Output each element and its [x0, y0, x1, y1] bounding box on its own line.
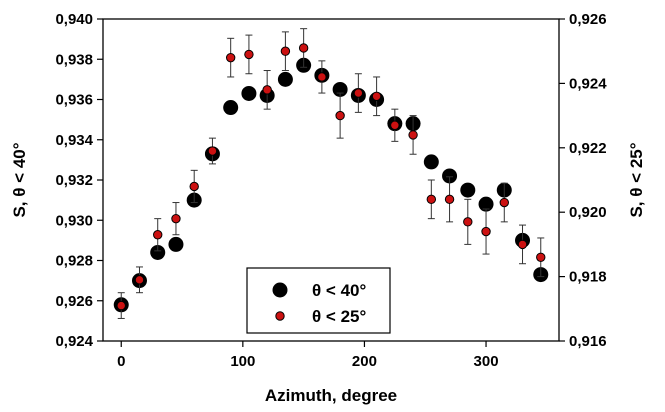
series-2-point-7	[244, 49, 254, 60]
series-2-point-1	[134, 275, 145, 285]
y-left-tick-label-1: 0,926	[55, 293, 93, 310]
series-2-point-17	[426, 194, 437, 205]
x-tick-label-1: 100	[230, 353, 255, 370]
x-tick-label-0: 0	[117, 353, 125, 370]
y-left-tick-label-7: 0,938	[55, 51, 93, 68]
series-2-point-22	[517, 239, 528, 250]
legend-box	[246, 267, 391, 334]
x-tick-label-3: 300	[474, 353, 499, 370]
y-left-tick-label-4: 0,932	[55, 172, 93, 189]
series-1-point-19	[460, 182, 476, 198]
series-2	[116, 28, 546, 319]
series-2-point-8	[262, 85, 272, 95]
series-1-point-7	[241, 85, 257, 101]
y-left-tick-label-3: 0,930	[55, 212, 93, 229]
legend-label-series-2: θ < 25°	[312, 307, 366, 326]
y-left-tick-label-2: 0,928	[55, 253, 93, 270]
series-2-point-6	[225, 52, 236, 63]
series-2-point-14	[371, 91, 382, 101]
x-axis-title: Azimuth, degree	[265, 386, 397, 405]
series-1-point-12	[332, 81, 348, 97]
series-1-point-20	[478, 196, 494, 212]
legend-label-series-1: θ < 40°	[312, 281, 366, 300]
series-2-point-0	[116, 300, 126, 311]
series-2-point-9	[280, 46, 291, 56]
series-layer	[113, 28, 549, 319]
series-2-point-21	[499, 197, 509, 208]
series-2-point-20	[481, 226, 491, 237]
y-right-tick-label-1: 0,918	[569, 269, 607, 286]
series-1-point-2	[150, 244, 166, 260]
series-2-point-5	[207, 146, 218, 156]
legend-marker-series-1	[272, 282, 288, 298]
series-2-point-13	[353, 88, 364, 98]
series-2-point-19	[463, 217, 473, 227]
y-right-tick-label-3: 0,922	[569, 140, 607, 157]
y-left-tick-label-0: 0,924	[55, 333, 93, 350]
y-axis-left-title: S, θ < 40°	[10, 142, 29, 217]
y-right-tick-label-2: 0,920	[569, 204, 607, 221]
series-2-point-3	[171, 213, 181, 224]
series-1-point-18	[442, 168, 458, 184]
ticks-layer: 0 100 200 300 0,924 0,926 0,928 0,930 0,932 0,934…	[55, 11, 607, 370]
series-2-point-4	[189, 181, 199, 192]
y-left-tick-label-5: 0,934	[55, 132, 93, 149]
legend-marker-series-2	[275, 311, 285, 321]
series-1-point-3	[168, 236, 184, 252]
series-2-point-2	[153, 230, 163, 240]
y-left-tick-label-8: 0,940	[55, 11, 93, 28]
series-2-point-18	[444, 194, 455, 205]
series-1-point-17	[423, 154, 439, 170]
y-right-tick-label-0: 0,916	[569, 333, 607, 350]
series-2-point-15	[390, 120, 400, 130]
y-right-tick-label-5: 0,926	[569, 11, 607, 28]
legend: θ < 40° θ < 25°	[246, 267, 391, 334]
x-tick-label-2: 200	[352, 353, 377, 370]
series-1-point-6	[223, 100, 239, 116]
y-axis-right-title: S, θ < 25°	[627, 142, 646, 217]
series-1-point-9	[277, 71, 293, 87]
y-left-tick-label-6: 0,936	[55, 92, 93, 109]
series-2-point-11	[317, 72, 327, 82]
series-2-point-12	[335, 110, 345, 121]
series-2-point-16	[408, 130, 418, 140]
series-2-point-10	[298, 43, 309, 53]
series-2-point-23	[536, 252, 546, 262]
y-right-tick-label-4: 0,924	[569, 75, 607, 92]
